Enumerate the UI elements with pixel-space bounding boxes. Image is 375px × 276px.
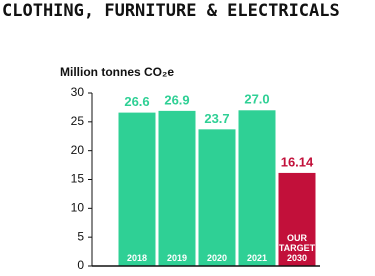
y-tick-label: 5 <box>77 229 84 243</box>
y-tick-label: 15 <box>71 172 85 186</box>
y-tick-label: 30 <box>71 85 85 99</box>
y-tick-label: 10 <box>71 201 85 215</box>
x-tick-label: 2020 <box>206 253 228 263</box>
value-label: 23.7 <box>204 111 229 126</box>
y-tick-label: 25 <box>71 114 85 128</box>
bar <box>278 172 316 266</box>
bar <box>118 112 156 267</box>
value-label: 27.0 <box>244 92 269 107</box>
value-label: 26.9 <box>164 92 189 107</box>
bar <box>198 129 236 266</box>
bar <box>158 110 196 266</box>
category-box: OUR TARGET 2030 <box>278 233 316 263</box>
value-label: 26.6 <box>124 94 149 109</box>
chart-title: CLOTHING, FURNITURE & ELECTRICALS <box>2 1 340 21</box>
category-box: 2021 <box>246 253 268 263</box>
y-tick-label: 20 <box>71 143 85 157</box>
y-tick-label: 0 <box>77 258 84 272</box>
bar <box>238 110 276 266</box>
category-box: 2019 <box>166 253 188 263</box>
x-tick-label: 2021 <box>246 253 268 263</box>
x-tick-label: 2019 <box>166 253 188 263</box>
value-label: 16.14 <box>281 154 314 169</box>
y-axis-label: Million tonnes CO₂e <box>60 65 174 79</box>
x-tick-label: 2018 <box>126 253 148 263</box>
category-box: 2018 <box>126 253 148 263</box>
x-tick-label: OUR TARGET 2030 <box>278 233 316 263</box>
category-box: 2020 <box>206 253 228 263</box>
